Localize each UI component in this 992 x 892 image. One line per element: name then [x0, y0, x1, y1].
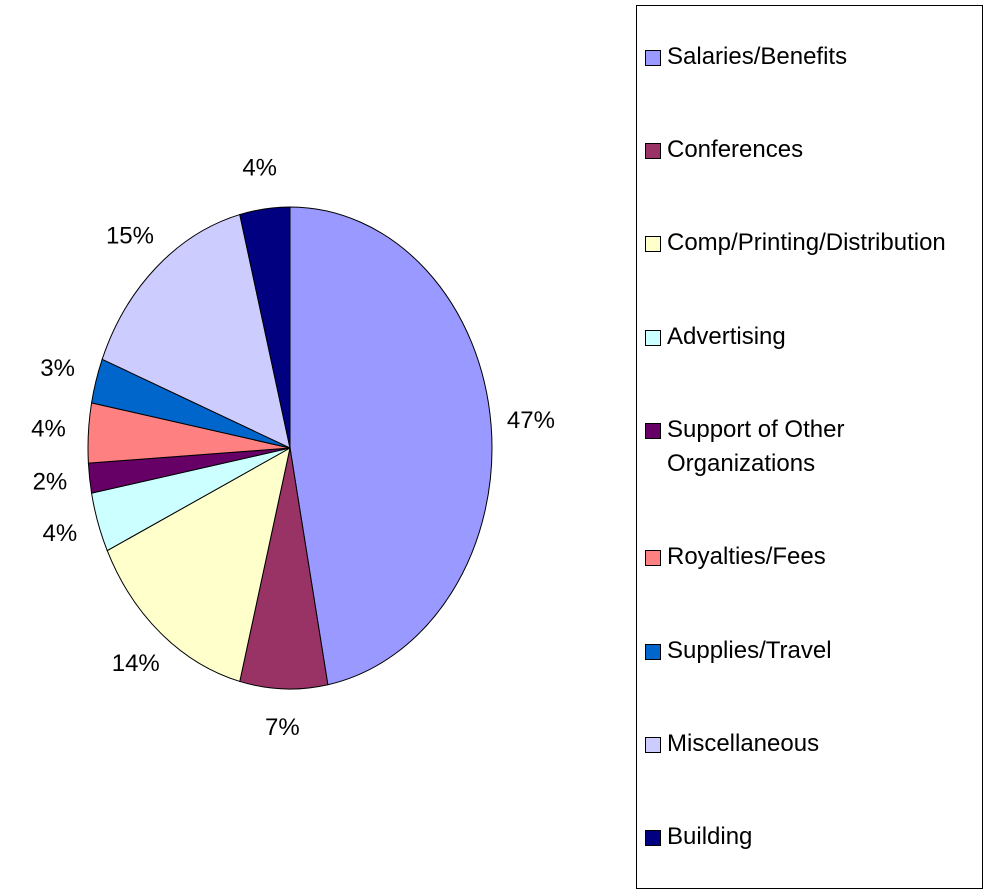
legend-swatch — [645, 736, 661, 753]
legend-swatch — [645, 142, 661, 159]
legend-swatch — [645, 550, 661, 567]
legend-swatch — [645, 830, 661, 847]
legend-entry: Miscellaneous — [645, 727, 982, 761]
data-label: 3% — [40, 355, 75, 382]
legend-entry: Conferences — [645, 133, 982, 167]
legend-entry: Salaries/Benefits — [645, 40, 982, 74]
legend-swatch — [645, 329, 661, 346]
pie-area: 47% 7% 14% 4% 2% 4% 3% 15% 4% — [31, 155, 555, 742]
legend-entry: Royalties/Fees — [645, 540, 982, 574]
legend-label: Salaries/Benefits — [667, 42, 848, 70]
data-label: 14% — [112, 650, 160, 677]
legend: Salaries/Benefits Conferences Comp/Printin… — [636, 5, 983, 889]
legend-entry: Supplies/Travel — [645, 634, 982, 668]
pie-slice — [101, 213, 291, 449]
legend-label: Supplies/Travel — [667, 636, 832, 664]
pie-slice — [239, 447, 329, 690]
legend-entry: Comp/Printing/Distribution — [645, 226, 982, 260]
legend-label: Building — [667, 823, 753, 851]
legend-label: Miscellaneous — [667, 729, 820, 757]
legend-label: Support of Other Organizations — [667, 415, 845, 477]
data-label: 7% — [265, 714, 300, 741]
legend-swatch — [645, 236, 661, 253]
data-label: 4% — [31, 416, 66, 443]
legend-label: Advertising — [667, 322, 786, 350]
legend-entry: Advertising — [645, 320, 982, 354]
data-label: 2% — [33, 469, 68, 496]
legend-label: Comp/Printing/Distribution — [667, 229, 946, 257]
pie-slice — [239, 206, 291, 449]
legend-entry: Support of Other Organizations — [645, 413, 982, 481]
data-label: 15% — [106, 223, 154, 250]
legend-swatch — [645, 643, 661, 660]
legend-entry: Building — [645, 820, 982, 854]
data-label: 4% — [242, 155, 277, 182]
legend-label: Conferences — [667, 135, 804, 163]
data-label: 47% — [507, 407, 555, 434]
legend-swatch — [645, 422, 661, 439]
data-label: 4% — [43, 520, 78, 547]
legend-swatch — [645, 49, 661, 66]
pie-slice — [289, 206, 493, 686]
pie-slice — [106, 447, 291, 683]
legend-label: Royalties/Fees — [667, 543, 826, 571]
